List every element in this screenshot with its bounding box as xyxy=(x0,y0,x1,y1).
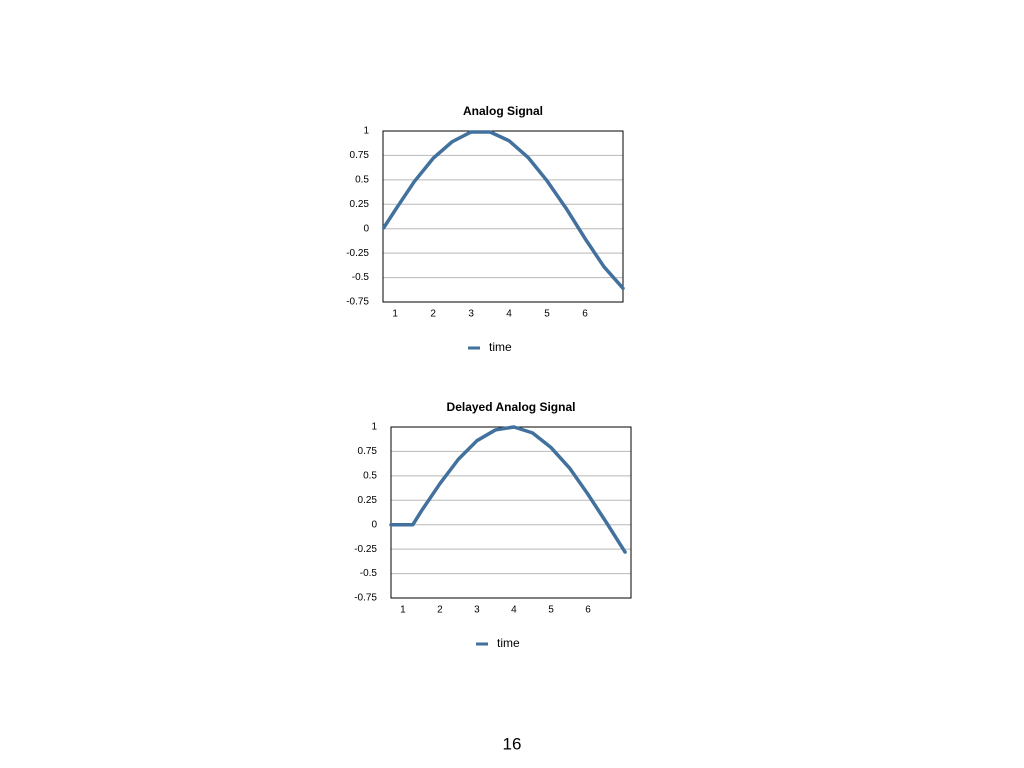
chart-title: Analog Signal xyxy=(463,104,543,118)
x-tick-label: 5 xyxy=(544,309,550,320)
page-number: 16 xyxy=(503,734,522,753)
line-series xyxy=(382,130,625,291)
y-tick-label: 0 xyxy=(363,223,369,234)
x-tick-label: 6 xyxy=(585,605,591,616)
y-tick-label: -0.25 xyxy=(354,544,377,555)
x-tick-label: 5 xyxy=(548,605,554,616)
x-tick-label: 2 xyxy=(430,309,436,320)
x-tick-label: 6 xyxy=(582,309,588,320)
y-tick-label: -0.75 xyxy=(354,593,377,604)
x-tick-label: 3 xyxy=(474,605,480,616)
legend-label: time xyxy=(489,340,512,354)
plot-frame xyxy=(390,426,632,599)
y-tick-label: -0.75 xyxy=(346,297,369,308)
x-tick-label: 1 xyxy=(392,309,398,320)
chart-title: Delayed Analog Signal xyxy=(447,400,576,414)
x-tick-label: 4 xyxy=(506,309,512,320)
y-tick-label: 0 xyxy=(371,519,377,530)
y-tick-label: 0.75 xyxy=(358,446,378,457)
y-tick-label: 0.25 xyxy=(358,495,378,506)
x-tick-label: 4 xyxy=(511,605,517,616)
plot-frame xyxy=(382,130,624,303)
y-tick-label: -0.5 xyxy=(360,568,378,579)
x-tick-label: 3 xyxy=(468,309,474,320)
y-tick-label: 1 xyxy=(363,126,369,137)
y-tick-label: -0.25 xyxy=(346,248,369,259)
y-tick-label: 1 xyxy=(371,422,377,433)
y-tick-label: 0.75 xyxy=(350,150,370,161)
line-series xyxy=(389,425,627,554)
y-tick-label: 0.25 xyxy=(350,199,370,210)
x-tick-label: 2 xyxy=(437,605,443,616)
legend-label: time xyxy=(497,636,520,650)
y-tick-label: 0.5 xyxy=(363,470,377,481)
x-tick-label: 1 xyxy=(400,605,406,616)
y-tick-label: 0.5 xyxy=(355,174,369,185)
y-tick-label: -0.5 xyxy=(352,272,370,283)
